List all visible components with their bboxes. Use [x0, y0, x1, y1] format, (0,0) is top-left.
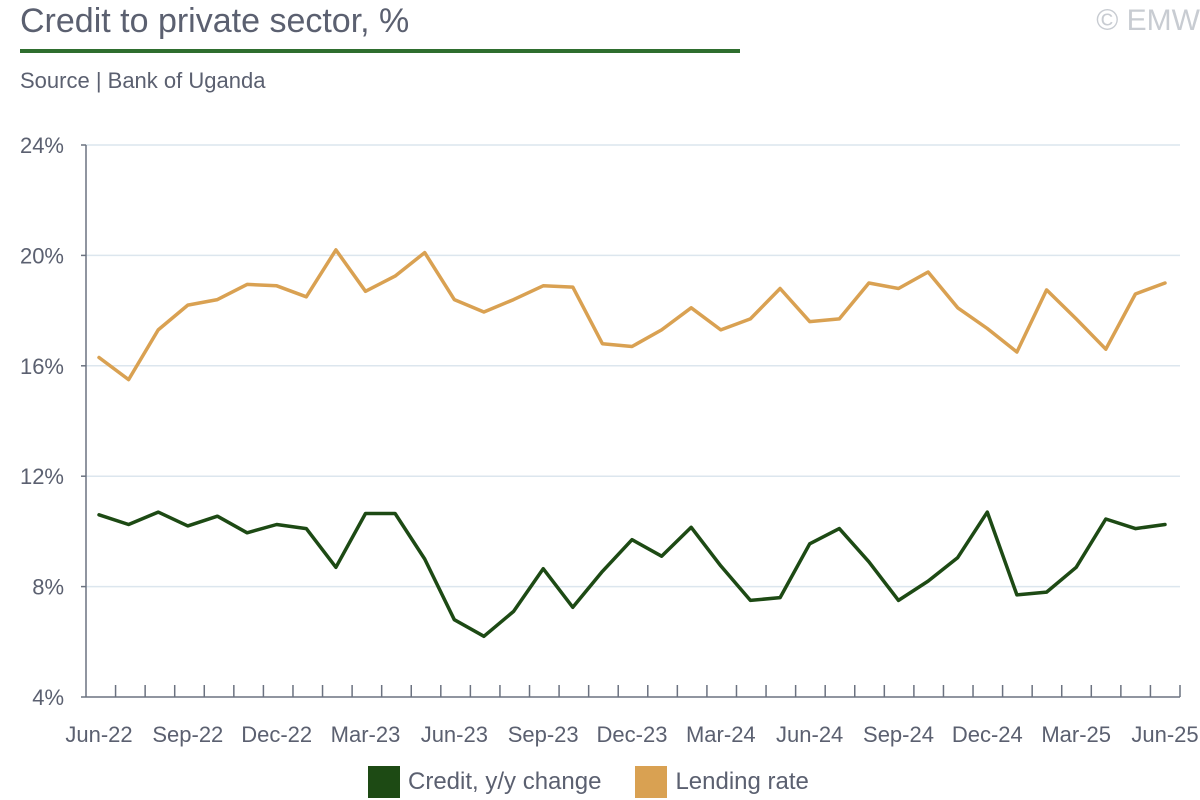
y-tick-label: 20%: [20, 243, 64, 268]
x-tick-label: Jun-23: [421, 722, 488, 747]
x-tick-label: Mar-24: [686, 722, 756, 747]
legend-label-lending: Lending rate: [675, 768, 809, 795]
x-tick-label: Dec-22: [241, 722, 312, 747]
y-tick-label: 24%: [20, 133, 64, 158]
x-tick-label: Mar-23: [331, 722, 401, 747]
x-tick-label: Dec-23: [597, 722, 668, 747]
y-tick-label: 8%: [32, 575, 64, 600]
line-chart: 4% 8% 12% 16% 20% 24% Jun-22 Sep-22 Dec-22 Mar-23…: [20, 133, 1199, 747]
x-tick-label: Dec-24: [952, 722, 1023, 747]
series-line-lending: [97, 248, 1167, 382]
x-tick-label: Jun-24: [776, 722, 843, 747]
legend-swatch-credit: [368, 766, 400, 798]
copyright-text: © EMW: [1096, 4, 1200, 37]
x-tick-label: Jun-25: [1131, 722, 1198, 747]
y-tick-label: 16%: [20, 354, 64, 379]
y-tick-label: 4%: [32, 685, 64, 710]
x-tick-label: Sep-23: [508, 722, 579, 747]
x-tick-label: Mar-25: [1041, 722, 1111, 747]
legend-item-lending: Lending rate: [635, 766, 809, 798]
legend-item-credit: Credit, y/y change: [368, 766, 601, 798]
x-tick-label: Sep-24: [863, 722, 934, 747]
title-underline: [20, 49, 740, 53]
x-tick-label: Jun-22: [65, 722, 132, 747]
y-tick-label: 12%: [20, 464, 64, 489]
x-tick-label: Sep-22: [152, 722, 223, 747]
source-text: Source | Bank of Uganda: [20, 68, 266, 93]
series-line-credit: [97, 510, 1167, 639]
chart-title: Credit to private sector, %: [20, 2, 410, 40]
legend-swatch-lending: [635, 766, 668, 798]
legend-label-credit: Credit, y/y change: [408, 768, 602, 795]
chart-legend: Credit, y/y change Lending rate: [368, 766, 843, 798]
